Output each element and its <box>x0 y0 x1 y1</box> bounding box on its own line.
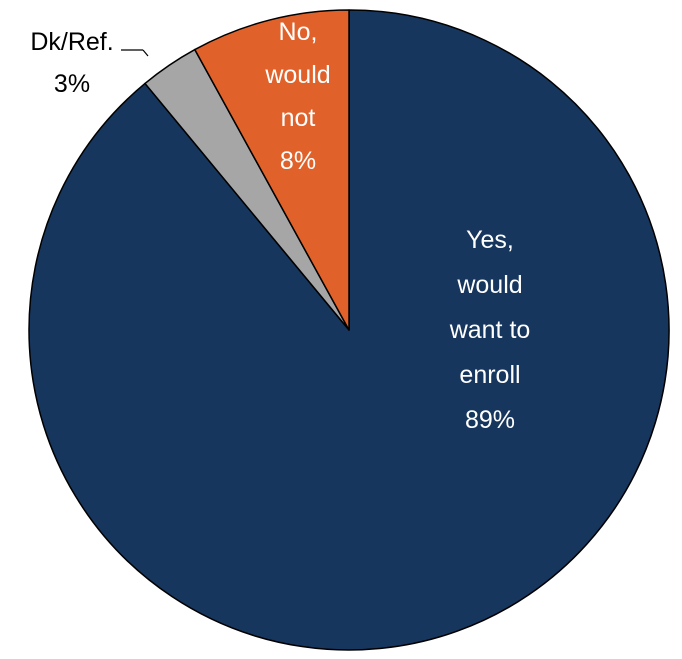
slice-label-line: would <box>456 271 522 299</box>
slice-label-yes-enroll: Yes, would want to enroll 89% <box>449 226 531 434</box>
slice-labels: Yes, would want to enroll 89% Dk/Ref. 3% No, wou… <box>30 18 530 434</box>
slice-label-line: would <box>264 61 330 89</box>
slice-value-label: 89% <box>465 406 515 434</box>
slice-label-line: Yes, <box>466 226 514 254</box>
slice-label-line: enroll <box>459 361 520 389</box>
pie-slices <box>28 9 670 651</box>
slice-label-line: Dk/Ref. <box>30 28 113 56</box>
slice-label-line: want to <box>449 316 531 344</box>
pie-slice-no-would-not <box>194 9 350 331</box>
slice-value-label: 8% <box>280 147 316 175</box>
slice-label-dk-ref: Dk/Ref. 3% <box>30 28 113 98</box>
slice-label-line: No, <box>279 18 318 46</box>
slice-label-no-would-not: No, would not 8% <box>264 18 330 175</box>
slice-value-label: 3% <box>54 70 90 98</box>
dk-ref-leader-tick <box>142 49 149 57</box>
slice-label-line: not <box>281 104 316 132</box>
